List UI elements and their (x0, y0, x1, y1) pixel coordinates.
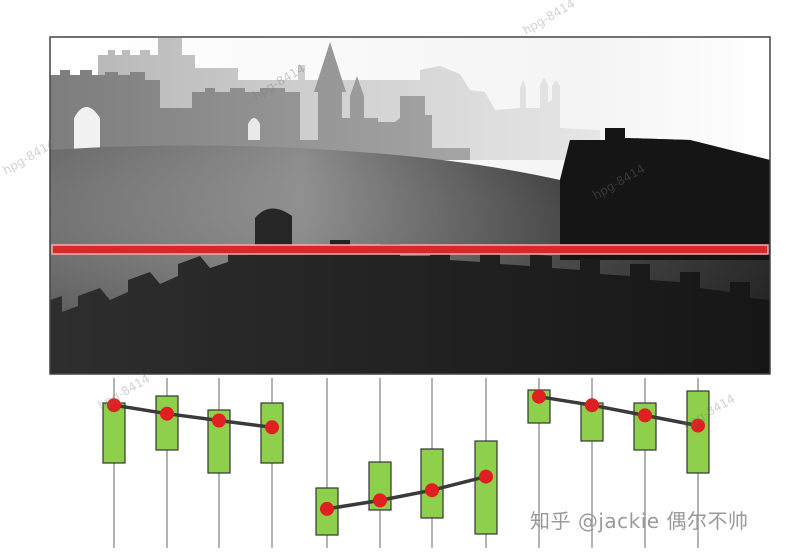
connector-line (538, 394, 699, 428)
sample-column (474, 440, 498, 535)
sample-dot (107, 398, 121, 413)
connector-line (326, 474, 487, 511)
sample-column (207, 409, 231, 474)
scan-line (51, 244, 769, 255)
castle-arch-left (74, 107, 100, 150)
sample-column (155, 395, 179, 451)
sample-dot (532, 389, 546, 404)
near-ridge-silhouette (560, 128, 770, 260)
sample-dot (373, 493, 387, 508)
sample-dot (425, 483, 439, 498)
sample-dot (638, 408, 652, 423)
author-credit: 知乎 @jackie 偶尔不帅 (530, 509, 749, 533)
sample-dot (212, 413, 226, 428)
sample-dot (320, 501, 334, 516)
sample-dot (585, 398, 599, 413)
sample-dot (160, 406, 174, 421)
depth-map-frame (49, 36, 771, 375)
mid-castle-silhouette (50, 42, 470, 160)
sample-dots (107, 389, 705, 516)
castle-arch-mid (248, 118, 260, 140)
connector-line (113, 403, 273, 430)
depth-map-image (50, 37, 770, 374)
sample-dot (265, 420, 279, 435)
sample-dot (479, 469, 493, 484)
connector-lines (113, 394, 699, 511)
sample-dot (691, 418, 705, 433)
